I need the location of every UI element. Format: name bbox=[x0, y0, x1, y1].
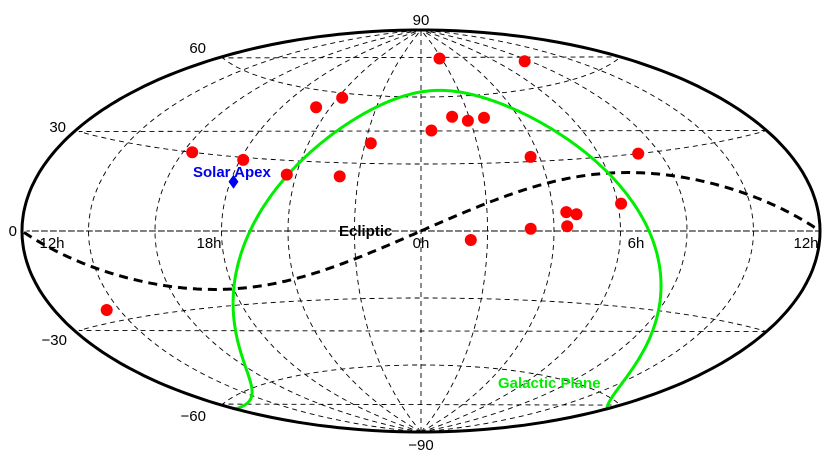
dec-tick-label: −30 bbox=[42, 332, 67, 349]
meridian-line bbox=[420, 29, 688, 433]
ra-tick-label: 6h bbox=[628, 235, 645, 252]
data-point bbox=[461, 114, 474, 127]
dec-tick-label: −90 bbox=[408, 437, 433, 454]
data-point bbox=[336, 91, 349, 104]
galactic-plane-curve bbox=[231, 88, 663, 409]
data-point bbox=[237, 153, 250, 166]
data-point bbox=[518, 55, 531, 68]
data-point bbox=[632, 147, 645, 160]
ra-tick-label: 18h bbox=[196, 235, 221, 252]
data-points bbox=[100, 52, 645, 316]
data-point bbox=[333, 170, 346, 183]
ecliptic-label: Ecliptic bbox=[339, 223, 392, 240]
data-point bbox=[364, 137, 377, 150]
meridian-line bbox=[88, 29, 422, 433]
meridian-line bbox=[420, 29, 621, 433]
projection-boundary bbox=[20, 28, 822, 434]
ra-tick-label: 12h bbox=[793, 235, 818, 252]
parallel-line bbox=[221, 364, 621, 406]
data-point bbox=[615, 197, 628, 210]
ecliptic-curve bbox=[23, 229, 422, 291]
reference-curves bbox=[23, 88, 821, 411]
data-point bbox=[464, 234, 477, 246]
data-point bbox=[524, 150, 537, 163]
solar-apex-label: Solar Apex bbox=[193, 164, 271, 181]
data-point bbox=[310, 101, 323, 114]
solar-apex-marker bbox=[228, 174, 239, 189]
data-point bbox=[446, 110, 459, 123]
parallel-line bbox=[78, 130, 767, 165]
dec-tick-label: −60 bbox=[181, 408, 206, 425]
data-point bbox=[425, 124, 438, 137]
galactic-plane-curve bbox=[231, 302, 254, 411]
dec-tick-label: 60 bbox=[189, 40, 206, 57]
data-point bbox=[561, 220, 574, 233]
data-point bbox=[478, 111, 490, 124]
tick-labels: 90 60 30 0 −30 −60 −90 12h 18h 0h 6h 12h bbox=[9, 12, 819, 454]
data-point bbox=[433, 52, 446, 65]
data-point bbox=[524, 222, 537, 235]
dec-tick-label: 0 bbox=[9, 223, 17, 240]
data-point bbox=[280, 168, 293, 181]
data-point bbox=[186, 146, 199, 159]
dec-tick-label: 30 bbox=[49, 119, 66, 136]
data-point bbox=[570, 208, 583, 221]
data-point bbox=[100, 304, 113, 316]
galactic-plane-label: Galactic Plane bbox=[498, 375, 601, 392]
dec-tick-label: 90 bbox=[413, 12, 430, 29]
ra-tick-label: 12h bbox=[39, 235, 64, 252]
data-point bbox=[560, 206, 573, 219]
ra-tick-label: 0h bbox=[413, 235, 430, 252]
parallel-line bbox=[221, 56, 621, 98]
